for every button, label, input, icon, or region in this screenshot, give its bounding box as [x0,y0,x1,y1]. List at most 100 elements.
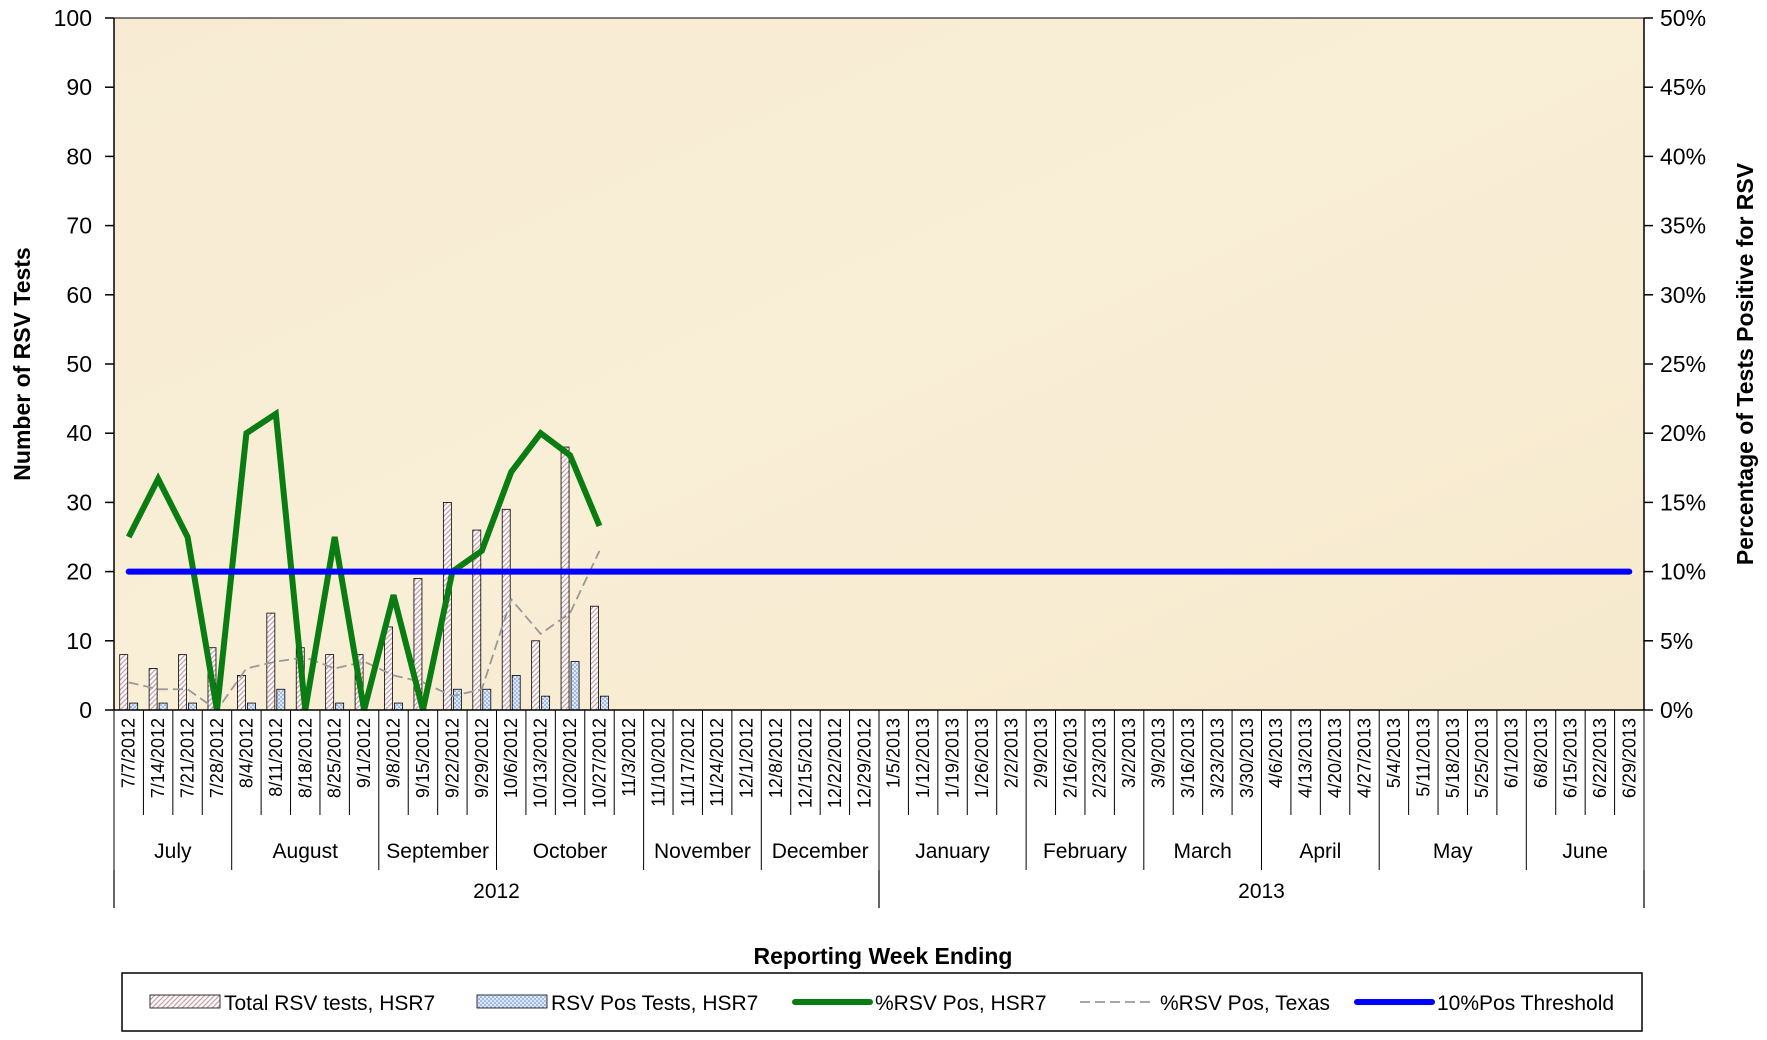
bar-total-tests [384,626,393,711]
x-tick-label: 2/9/2013 [1031,718,1051,788]
month-label: October [533,840,608,863]
y2-tick-label: 50% [1660,5,1706,31]
x-tick-label: 6/8/2013 [1531,718,1551,788]
bar-total-tests [178,654,187,711]
x-tick-label: 10/13/2012 [531,718,551,808]
bar-total-tests [325,654,335,711]
bar-pos-tests [247,702,256,711]
y-tick-label: 70 [66,213,92,239]
x-tick-label: 9/22/2012 [442,718,462,798]
y2-tick-label: 10% [1660,559,1706,585]
x-tick-label: 9/8/2012 [384,718,404,788]
x-tick-label: 6/15/2013 [1560,718,1580,798]
bar-total-tests [119,654,129,711]
x-tick-label: 6/22/2013 [1590,718,1610,798]
month-label: November [654,840,751,863]
month-label: September [386,840,489,863]
bar-total-tests [531,640,541,711]
x-tick-label: 8/25/2012 [325,718,345,798]
month-label: August [273,840,339,863]
x-tick-label: 11/24/2012 [707,718,727,807]
y-tick-label: 80 [66,143,92,169]
x-tick-label: 2/23/2013 [1090,718,1110,798]
y-tick-label: 40 [66,420,92,446]
bar-pos-tests [188,702,197,711]
x-tick-label: 2/2/2013 [1001,718,1021,788]
bar-pos-tests [158,702,168,711]
month-label: March [1173,840,1231,863]
legend-items: Total RSV tests, HSR7 RSV Pos Tests, HSR7… [149,992,1614,1015]
legend-label: %RSV Pos, Texas [1160,992,1330,1015]
legend-label: Total RSV tests, HSR7 [224,992,435,1015]
x-tick-label: 8/18/2012 [295,718,315,798]
y-axis-title: Number of RSV Tests [9,247,35,480]
legend: Total RSV tests, HSR7 RSV Pos Tests, HSR7… [121,972,1643,1032]
x-tick-label: 12/8/2012 [766,718,786,798]
month-label: February [1043,840,1128,863]
legend-swatch [149,994,221,1009]
y-tick-label: 20 [66,559,92,585]
x-tick-label: 9/15/2012 [413,718,433,798]
x-tick-label: 1/5/2013 [884,718,904,788]
x-tick-label: 4/20/2013 [1325,718,1345,798]
y2-tick-label: 0% [1660,697,1693,723]
month-label: June [1562,840,1608,863]
x-tick-label: 5/18/2013 [1443,718,1463,798]
y-tick-label: 30 [66,489,92,515]
y-tick-label: 10 [66,628,92,654]
y-tick-label: 50 [66,351,92,377]
year-label: 2012 [473,880,520,903]
x-tick-label: 11/17/2012 [678,718,698,807]
x-axis-title: Reporting Week Ending [754,943,1013,969]
month-label: July [154,840,192,863]
x-tick-label: 1/12/2013 [913,718,933,798]
x-tick-label: 3/23/2013 [1207,718,1227,798]
x-tick-label: 3/2/2013 [1119,718,1139,788]
legend-label: RSV Pos Tests, HSR7 [551,992,758,1015]
bar-pos-tests [600,695,609,711]
x-tick-label: 5/25/2013 [1472,718,1492,798]
bar-pos-tests [511,675,521,711]
y2-tick-label: 35% [1660,213,1706,239]
x-tick-label: 6/29/2013 [1619,718,1639,798]
x-tick-label: 7/14/2012 [148,718,168,798]
y-axis-ticks: 0 10 20 30 40 50 60 70 80 90 100 [54,5,114,723]
x-tick-label: 7/7/2012 [119,718,139,788]
x-tick-label: 10/6/2012 [501,718,521,798]
bar-pos-tests [541,695,551,711]
x-tick-label: 12/22/2012 [825,718,845,808]
x-axis-categories: 7/7/2012 7/14/2012 7/21/2012 7/28/2012 8/4/2… [113,709,1645,908]
x-tick-label: 3/16/2013 [1178,718,1198,798]
x-tick-label: 4/13/2013 [1296,718,1316,798]
year-label: 2013 [1238,880,1285,903]
legend-item: %RSV Pos, Texas [1080,992,1330,1015]
x-tick-label: 10/20/2012 [560,718,580,808]
x-tick-label: 5/11/2013 [1413,718,1433,797]
y-tick-label: 0 [79,697,92,723]
bar-pos-tests [394,702,403,711]
legend-item: 10%Pos Threshold [1354,992,1614,1015]
bar-pos-tests [335,702,345,711]
y2-axis-ticks: 0% 5% 10% 15% 20% 25% 30% 35% 40% 45% 50% [1644,5,1706,723]
x-tick-label: 9/1/2012 [354,718,374,788]
x-tick-label: 1/19/2013 [943,718,963,798]
y2-tick-label: 45% [1660,74,1706,100]
bar-pos-tests [570,661,580,711]
bar-pos-tests [276,688,286,711]
x-tick-label: 5/4/2013 [1384,718,1404,788]
x-tick-label: 9/29/2012 [472,718,492,798]
y2-tick-label: 30% [1660,282,1706,308]
x-tick-label: 4/6/2013 [1266,718,1286,788]
x-tick-label: 6/1/2013 [1502,718,1522,788]
bar-total-tests [237,675,246,711]
x-tick-label: 1/26/2013 [972,718,992,798]
bar-total-tests [148,668,158,711]
x-tick-label: 3/30/2013 [1237,718,1257,798]
y2-tick-label: 5% [1660,628,1693,654]
y-tick-label: 60 [66,282,92,308]
x-tick-label: 11/3/2012 [619,718,639,797]
y2-tick-label: 15% [1660,489,1706,515]
bar-pos-tests [129,702,139,711]
